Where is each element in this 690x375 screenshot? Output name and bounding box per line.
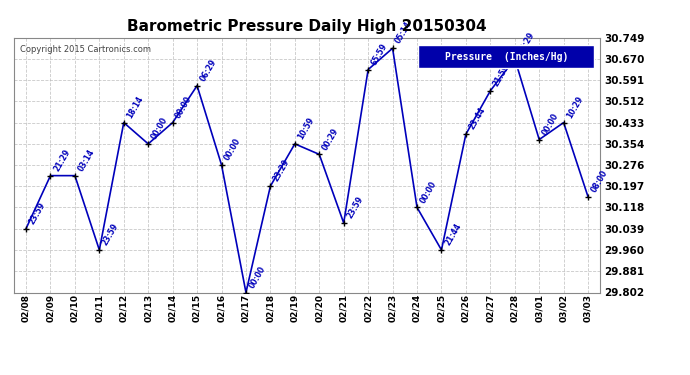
Text: Copyright 2015 Cartronics.com: Copyright 2015 Cartronics.com: [19, 45, 150, 54]
Text: 00:00: 00:00: [150, 116, 170, 141]
Text: 23:59: 23:59: [345, 195, 365, 220]
Text: 00:29: 00:29: [321, 126, 340, 152]
Text: 23:29: 23:29: [272, 158, 292, 183]
Text: 10:59: 10:59: [296, 116, 316, 141]
Text: 23:44: 23:44: [467, 106, 487, 131]
Text: 65:59: 65:59: [370, 42, 389, 67]
Text: 00:00: 00:00: [247, 264, 267, 290]
Text: 23:59: 23:59: [101, 222, 121, 247]
Text: 18:14: 18:14: [125, 94, 145, 120]
Text: 05:14: 05:14: [394, 20, 414, 45]
Text: 10:29: 10:29: [565, 94, 585, 120]
Text: 00:00: 00:00: [418, 179, 438, 205]
Title: Barometric Pressure Daily High 20150304: Barometric Pressure Daily High 20150304: [127, 18, 487, 33]
Text: 08:29: 08:29: [516, 30, 536, 56]
Text: 00:00: 00:00: [174, 94, 194, 120]
Text: 00:00: 00:00: [540, 111, 560, 137]
Text: 21:44: 21:44: [443, 222, 463, 247]
Text: 21:59: 21:59: [492, 63, 511, 88]
Text: 23:59: 23:59: [28, 201, 47, 226]
Text: 00:00: 00:00: [223, 137, 243, 162]
Text: 08:00: 08:00: [589, 169, 609, 194]
Text: 03:14: 03:14: [77, 147, 96, 173]
Text: 06:29: 06:29: [199, 57, 218, 83]
Text: 21:29: 21:29: [52, 147, 72, 173]
